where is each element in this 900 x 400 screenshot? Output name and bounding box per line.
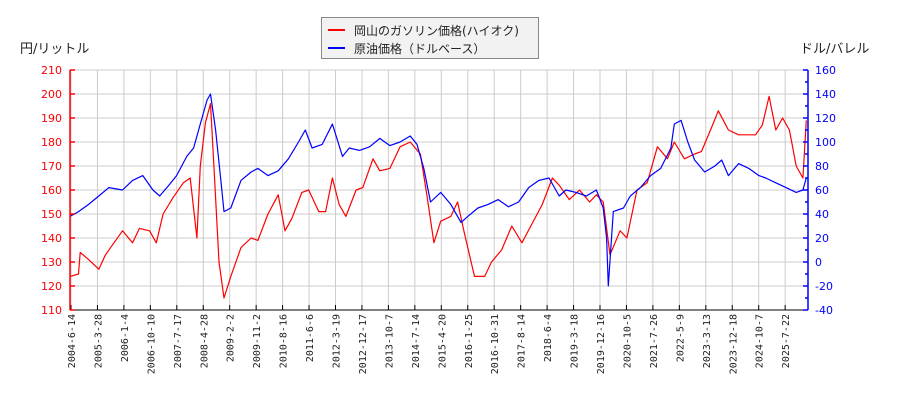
x-tick-label: 2012-3-19 (332, 314, 343, 368)
x-tick-label: 2024-10-7 (755, 314, 766, 368)
x-tick-label: 2004-6-14 (67, 314, 78, 368)
left-tick-label: 110 (41, 304, 62, 317)
left-tick-label: 200 (41, 88, 62, 101)
x-tick-label: 2014-7-14 (411, 314, 422, 368)
x-tick-label: 2019-3-18 (570, 314, 581, 368)
right-tick-label: -40 (815, 304, 833, 317)
x-tick-label: 2025-7-22 (781, 314, 792, 368)
x-tick-label: 2015-4-20 (437, 314, 448, 368)
legend-label: 原油価格（ドルベース） (354, 41, 486, 56)
gasoline-price-line (69, 95, 807, 299)
left-tick-label: 160 (41, 184, 62, 197)
right-axis-label: ドル/バレル (800, 42, 870, 57)
x-tick-label: 2020-10-5 (622, 314, 633, 368)
right-tick-label: -20 (815, 280, 833, 293)
left-axis-label: 円/リットル (20, 42, 90, 57)
legend-blue-line-icon (328, 47, 345, 49)
left-tick-label: 190 (41, 112, 62, 125)
left-tick-label: 150 (41, 208, 62, 221)
x-tick-label: 2009-11-2 (252, 314, 263, 368)
x-tick-label: 2006-1-4 (120, 314, 131, 362)
x-tick-label: 2007-7-17 (173, 314, 184, 368)
x-tick-label: 2010-8-16 (279, 314, 290, 368)
x-tick-label: 2011-6-6 (305, 314, 316, 362)
legend-red-line-icon (328, 29, 345, 31)
x-tick-label: 2008-4-28 (199, 314, 210, 368)
x-tick-label: 2006-10-10 (146, 314, 157, 374)
right-tick-label: 120 (815, 112, 836, 125)
right-tick-label: 100 (815, 136, 836, 149)
x-tick-label: 2018-6-4 (543, 314, 554, 362)
legend-item-gasoline: 岡山のガソリン価格(ハイオク) (322, 21, 519, 39)
legend-label: 岡山のガソリン価格(ハイオク) (354, 23, 519, 38)
left-tick-label: 180 (41, 136, 62, 149)
x-tick-label: 2021-7-26 (649, 314, 660, 368)
legend-item-crude-oil: 原油価格（ドルベース） (322, 39, 485, 57)
right-tick-label: 0 (815, 256, 822, 269)
right-tick-label: 140 (815, 88, 836, 101)
left-tick-label: 130 (41, 256, 62, 269)
x-tick-label: 2016-10-31 (490, 314, 501, 374)
x-tick-label: 2013-10-7 (384, 314, 395, 368)
right-tick-label: 160 (815, 64, 836, 77)
x-tick-label: 2016-1-25 (464, 314, 475, 368)
x-tick-label: 2012-12-17 (358, 314, 369, 374)
x-tick-label: 2023-12-18 (728, 314, 739, 374)
x-tick-label: 2023-3-13 (702, 314, 713, 368)
grid-lines (70, 69, 808, 311)
right-tick-label: 20 (815, 232, 829, 245)
x-tick-label: 2019-12-16 (596, 314, 607, 374)
left-tick-label: 210 (41, 64, 62, 77)
right-tick-label: 80 (815, 160, 829, 173)
x-tick-label: 2017-8-14 (517, 314, 528, 368)
axes: 2004-6-14 2005-3-28 2006-1-4 2006-10-10 2007… (41, 64, 836, 374)
right-tick-label: 60 (815, 184, 829, 197)
x-tick-label: 2005-3-28 (93, 314, 104, 368)
left-tick-label: 170 (41, 160, 62, 173)
left-tick-label: 120 (41, 280, 62, 293)
crude-oil-price-line (69, 93, 807, 287)
right-tick-label: 40 (815, 208, 829, 221)
left-tick-label: 140 (41, 232, 62, 245)
x-tick-label: 2009-2-2 (226, 314, 237, 362)
x-tick-label: 2022-5-9 (675, 314, 686, 362)
legend: 岡山のガソリン価格(ハイオク) 原油価格（ドルベース） (321, 17, 539, 59)
